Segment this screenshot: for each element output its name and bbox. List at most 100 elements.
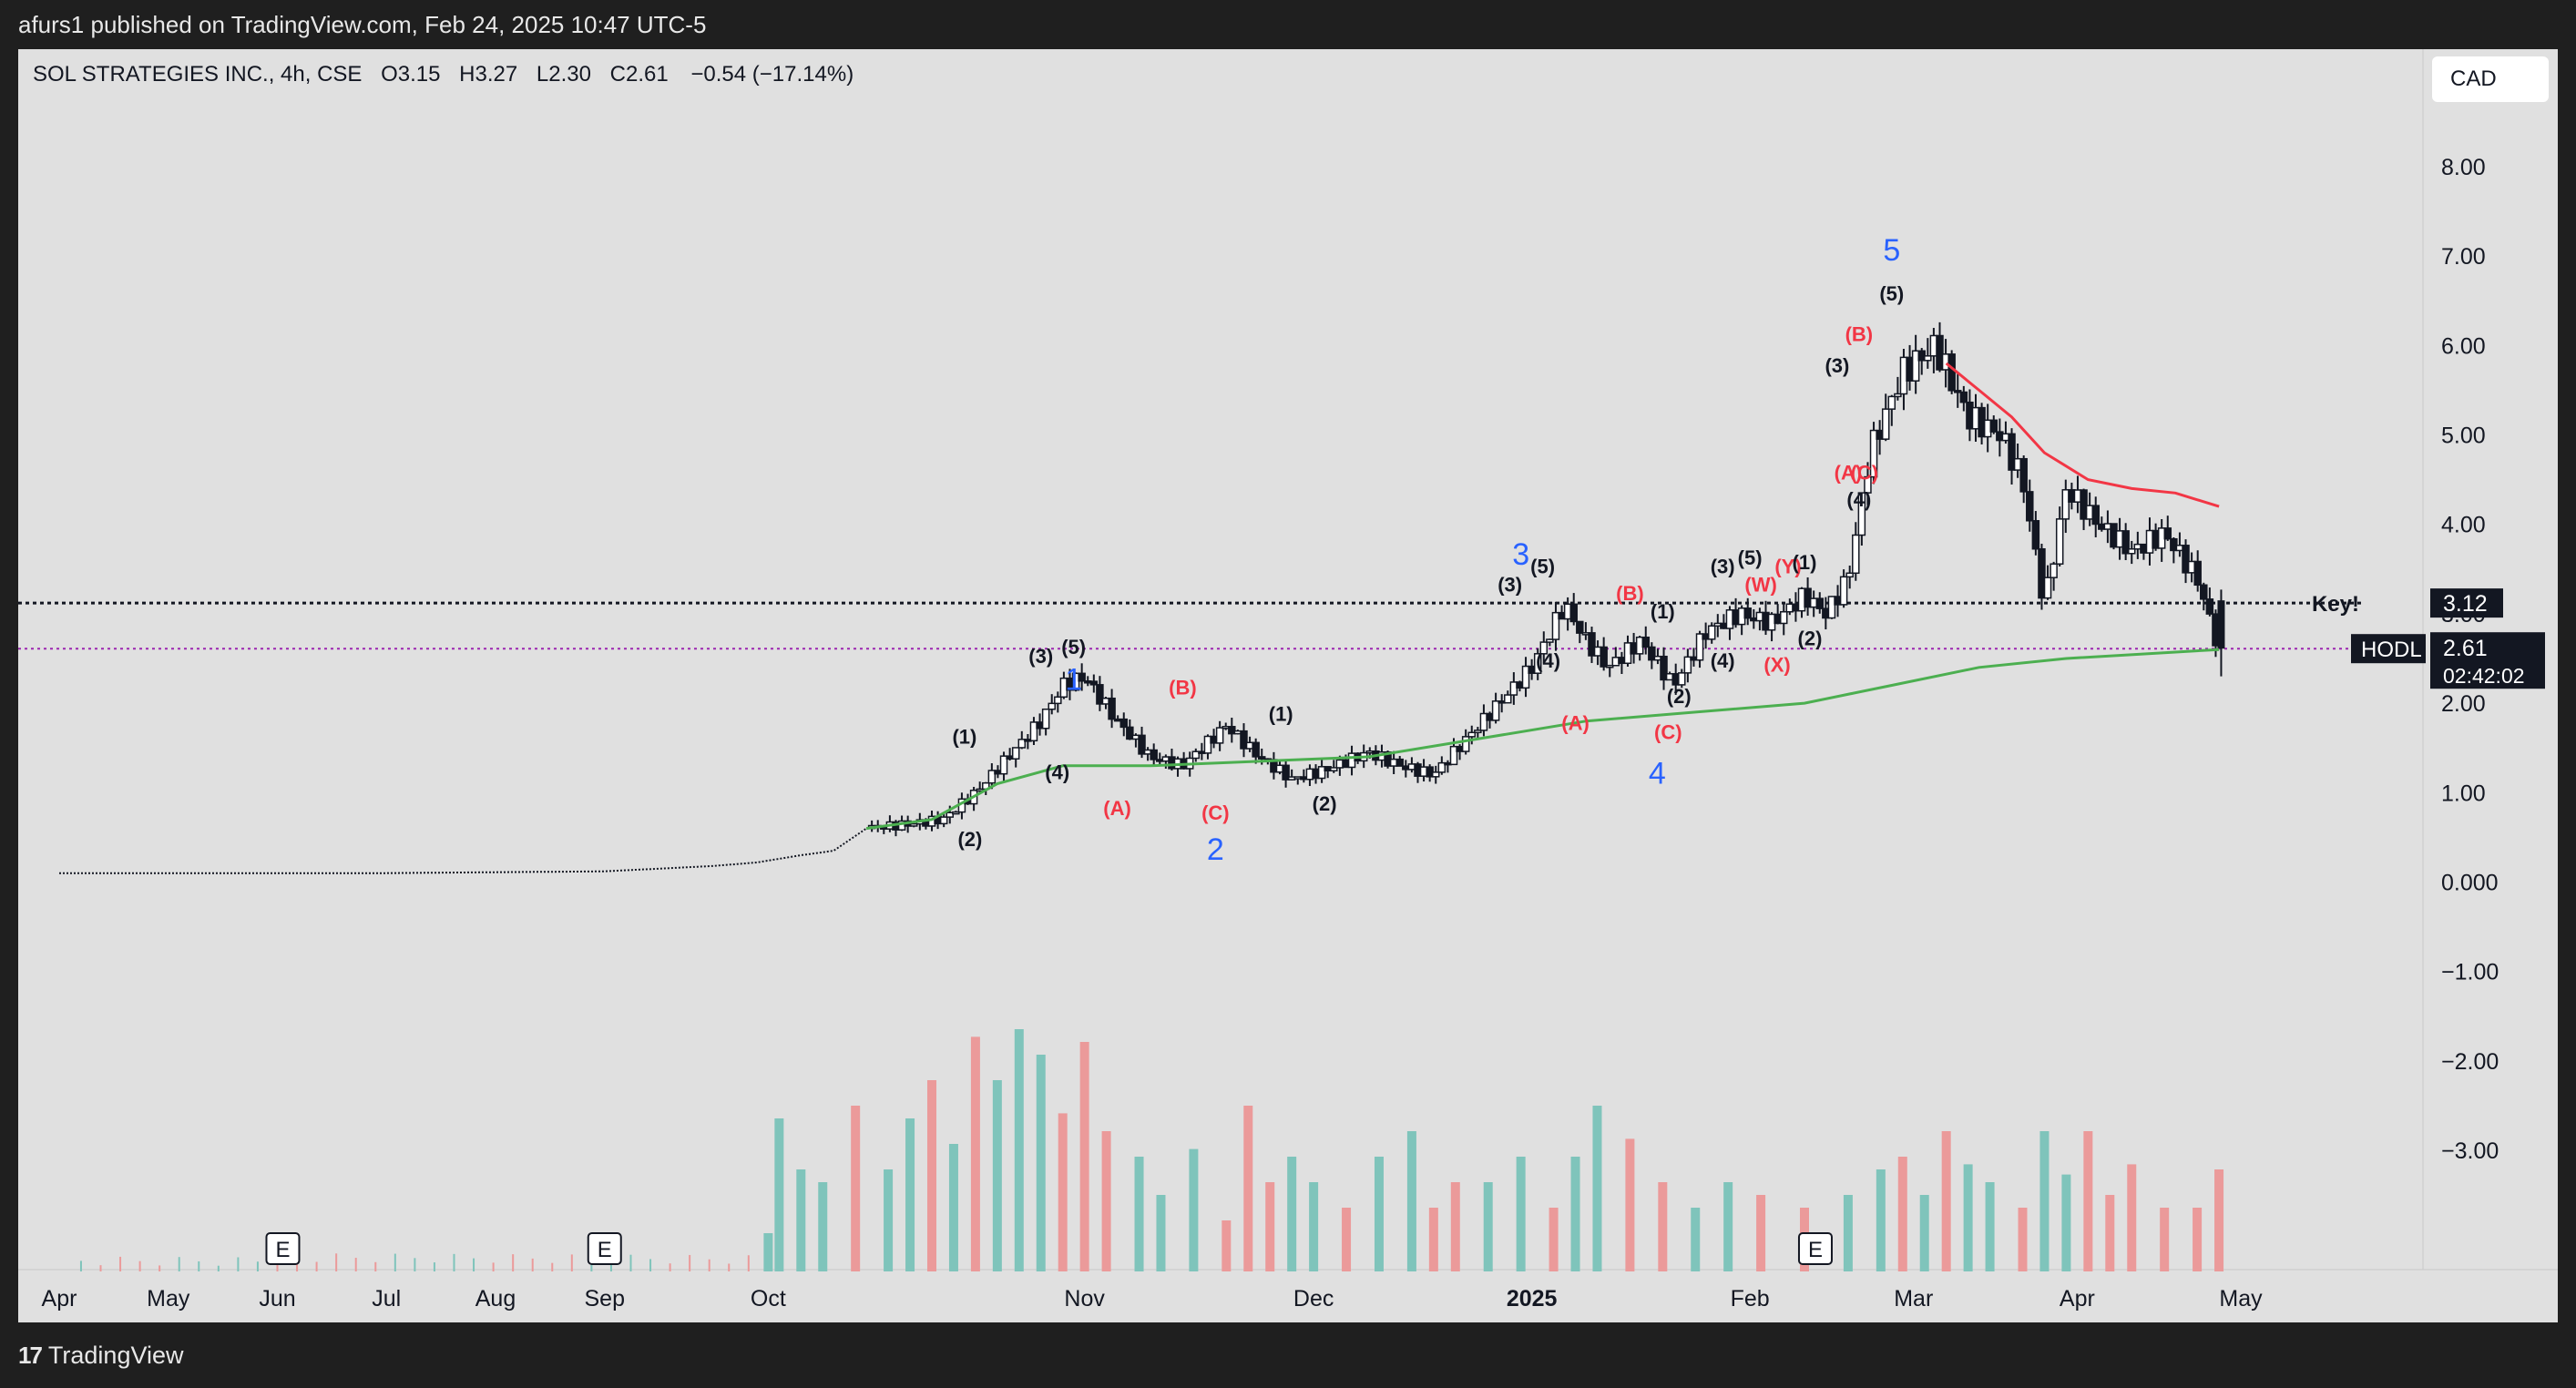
candle-body [1947,353,1956,392]
volume-bar [1374,1157,1384,1271]
candle-body [946,811,955,818]
chart-panel[interactable]: 8.007.006.005.004.003.002.001.000.000−1.… [18,49,2558,1322]
volume-bar [119,1256,122,1271]
wave-label: (2) [1798,627,1823,649]
volume-bar [1691,1208,1701,1271]
candle-body [1588,632,1596,657]
candle-body [1605,664,1614,668]
volume-bar [2105,1195,2115,1271]
volume-bar [2127,1164,2137,1271]
volume-bar [2083,1131,2093,1271]
candle-body [2043,577,2052,599]
low-value: 2.30 [548,62,591,87]
candle-body [1641,636,1651,648]
volume-bar [629,1254,632,1271]
y-tick-label: 0.000 [2441,870,2499,895]
wave-label: (2) [957,828,982,851]
last-price-label: 2.61 [2443,636,2488,661]
y-tick-label: 6.00 [2441,333,2486,359]
x-tick-label: Aug [475,1286,516,1311]
volume-bar [1919,1195,1929,1271]
currency-button[interactable]: CAD [2432,56,2549,102]
candle-body [1533,653,1542,674]
volume-bar [2018,1208,2028,1271]
wave-label: 4 [1649,756,1666,791]
volume-bar [570,1254,573,1271]
symbol-title: SOL STRATEGIES INC., 4h, CSE [33,62,363,87]
wave-label: (4) [1711,649,1735,672]
volume-bar [237,1257,240,1271]
candle-body [1041,708,1050,730]
volume-bar [970,1036,980,1271]
candle-body [1282,764,1290,781]
volume-bar [1549,1208,1559,1271]
candle-body [999,755,1008,775]
candle-body [2091,505,2100,526]
wave-label: (Y) [1774,556,1801,578]
volume-bar [818,1182,828,1271]
volume-bar [1843,1195,1853,1271]
wave-label: (5) [1530,556,1555,578]
candle-body [2128,548,2136,555]
key-level-label: Key! [2312,592,2359,617]
volume-bar [992,1080,1002,1271]
candle-body [1449,745,1458,766]
volume-bar [315,1261,318,1271]
candle-body [1648,646,1656,661]
volume-bar [414,1258,416,1271]
candle-body [1228,726,1236,735]
hodl-tag-label: HODL [2361,638,2422,662]
candle-body [2182,545,2190,574]
candle-body [1683,656,1692,674]
tradingview-brand[interactable]: 17 TradingView [18,1339,184,1372]
price-chart[interactable]: 8.007.006.005.004.003.002.001.000.000−1.… [18,49,2558,1322]
candle-body [1839,576,1848,606]
earnings-marker-label: E [1808,1238,1823,1262]
wave-label: (5) [1061,636,1086,658]
volume-bar [2193,1208,2203,1271]
candle-body [1881,408,1890,440]
volume-bar [1723,1182,1733,1271]
candle-body [2019,457,2028,493]
moving-average-red [1945,362,2220,508]
high-value: 3.27 [475,62,518,87]
volume-bar [551,1262,554,1271]
candle-body [1078,672,1086,682]
volume-bar [2214,1169,2224,1271]
y-tick-label: 4.00 [2441,513,2486,538]
candle-body [1395,758,1404,767]
x-tick-label: Dec [1293,1286,1334,1311]
x-tick-label: Sep [585,1286,625,1311]
volume-bar [1406,1131,1416,1271]
candle-body [2008,433,2016,471]
earnings-marker [1797,1232,1833,1265]
volume-bar [927,1080,936,1271]
wave-label: (W) [1744,573,1776,596]
volume-bar [1625,1138,1635,1271]
candle-body [1317,766,1326,780]
wave-label: (C) [1851,462,1879,485]
volume-bar [851,1106,861,1271]
x-tick-label: Nov [1064,1286,1105,1311]
candle-body [1924,355,1932,362]
high-label: H [459,62,475,87]
wave-label: (2) [1313,792,1337,815]
x-tick-label: 2025 [1507,1286,1558,1311]
volume-bar [1222,1220,1232,1271]
low-label: L [536,62,549,87]
candle-body [2193,560,2202,587]
candle-body [1491,700,1500,721]
candle-body [1330,767,1338,772]
volume-bar [531,1258,534,1271]
volume-bar [747,1255,750,1271]
candle-body [1600,646,1608,668]
x-tick-label: May [2219,1286,2263,1311]
wave-label: 3 [1512,537,1529,572]
volume-bar [433,1262,435,1271]
candle-body [2031,520,2040,550]
volume-bar [158,1265,161,1271]
candle-body [1119,718,1129,729]
ohlc-legend: SOL STRATEGIES INC., 4h, CSE O3.15 H3.27… [33,62,854,87]
candle-body [2050,563,2058,578]
candle-body [1936,334,1944,371]
